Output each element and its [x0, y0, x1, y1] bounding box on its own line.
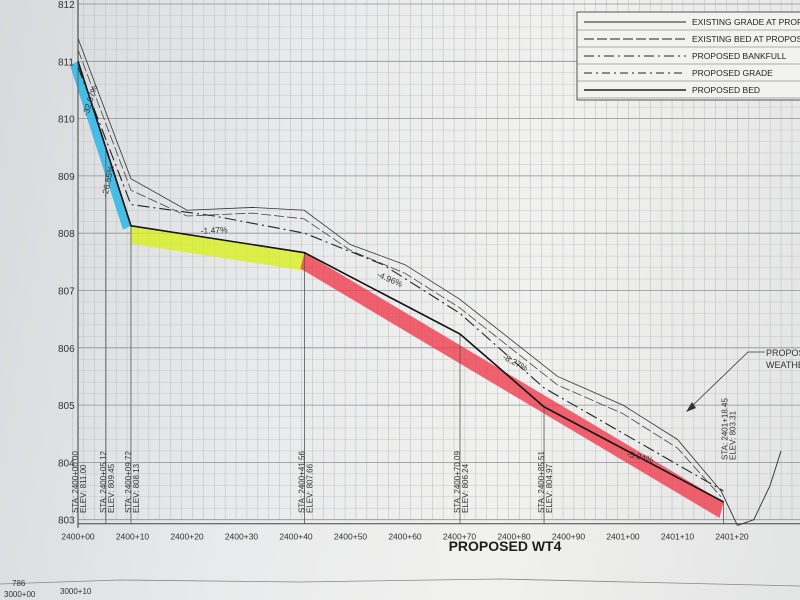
x-tick-label: 2400+80 [497, 532, 531, 542]
footer-right: 3000+10 [60, 587, 92, 596]
x-tick-label: 2400+00 [61, 532, 95, 542]
series-line [77, 66, 724, 492]
highlight-band [70, 61, 131, 230]
profile-lines [77, 38, 782, 526]
highlights [70, 61, 724, 518]
x-tick-label: 2401+10 [661, 532, 695, 542]
callout-text-1: PROPOSE [766, 348, 800, 358]
x-tick-label: 2401+00 [606, 532, 640, 542]
station-elev-label: ELEV: 811.00 [79, 464, 88, 513]
y-tick-label: 807 [58, 287, 75, 298]
callout: PROPOSE WEATHE [686, 348, 800, 412]
chart-title: PROPOSED WT4 [449, 538, 562, 554]
station-label: STA: 2400+70.09 [453, 451, 462, 513]
station-label: STA: 2400+00.00 [71, 451, 80, 513]
station-elev-label: ELEV: 809.45 [107, 463, 116, 513]
slope-label: -4.96% [376, 269, 405, 289]
legend-label: EXISTING GRADE AT PROPOS [692, 17, 800, 27]
x-tick-label: 2400+90 [552, 532, 586, 542]
legend: EXISTING GRADE AT PROPOS EXISTING BED AT … [576, 11, 800, 101]
callout-arrowhead [686, 402, 696, 412]
x-tick-label: 2400+70 [443, 532, 477, 542]
series-line [77, 61, 724, 503]
x-tick-label: 2400+10 [116, 532, 150, 542]
legend-label: PROPOSED GRADE [692, 68, 773, 78]
y-tick-label: 812 [58, 0, 75, 11]
y-tick-label: 804 [58, 458, 75, 469]
station-elev-label: ELEV: 806.24 [461, 463, 470, 513]
x-tick-label: 2400+50 [334, 532, 368, 542]
highlight-band [130, 225, 305, 271]
x-tick-label: 2400+30 [225, 532, 259, 542]
series-line [77, 38, 722, 492]
legend-label: EXISTING BED AT PROPOSED [692, 34, 800, 44]
x-tick-label: 2401+20 [715, 532, 749, 542]
station-label: STA: 2400+05.12 [99, 451, 108, 513]
station-lines [77, 61, 724, 524]
series-line [77, 49, 722, 498]
callout-text-2: WEATHE [766, 360, 800, 370]
highlight-band [300, 252, 724, 518]
y-tick-label: 806 [58, 344, 75, 355]
x-tick-label: 2400+40 [279, 532, 313, 542]
station-elev-label: ELEV: 808.13 [132, 463, 141, 513]
legend-label: PROPOSED BANKFULL [692, 51, 787, 61]
x-tick-label: 2400+60 [388, 532, 422, 542]
footer-left-bottom: 3000+00 [4, 590, 36, 599]
station-label: STA: 2400+09.72 [124, 451, 133, 513]
y-tick-label: 803 [58, 516, 75, 527]
station-elev-label: ELEV: 803.31 [729, 410, 738, 460]
valley-notch [720, 450, 782, 526]
slope-label: -1.47% [200, 224, 228, 235]
station-label: STA: 2400+85.51 [537, 451, 546, 513]
legend-box [576, 11, 800, 101]
slope-label: -8.27% [501, 352, 530, 374]
station-label: STA: 2400+41.56 [298, 451, 307, 513]
legend-label: PROPOSED BED [692, 85, 760, 95]
sheet-footer: 786 3000+00 3000+10 [0, 578, 800, 599]
station-elev-label: ELEV: 807.66 [306, 463, 315, 513]
slope-labels: -32.07%-26.55%-1.47%-4.96%-8.27%-5.04% [80, 83, 655, 464]
y-tick-label: 808 [58, 229, 75, 240]
station-label: STA: 2401+18.45 [721, 398, 730, 460]
x-tick-label: 2400+20 [170, 532, 204, 542]
station-elev-label: ELEV: 804.97 [545, 463, 554, 513]
y-tick-label: 810 [58, 115, 75, 126]
x-axis-labels: 2400+00 2400+10 2400+20 2400+30 2400+40 2400+… [61, 532, 749, 542]
y-tick-label: 809 [58, 172, 75, 183]
callout-leader [689, 351, 765, 409]
y-tick-label: 811 [58, 57, 74, 68]
footer-left-top: 786 [12, 579, 26, 588]
station-labels: STA: 2400+00.00 ELEV: 811.00 STA: 2400+05.… [71, 398, 738, 513]
y-tick-label: 805 [58, 401, 75, 412]
y-axis-labels: 812 811 810 809 808 807 806 805 804 803 [58, 0, 75, 527]
